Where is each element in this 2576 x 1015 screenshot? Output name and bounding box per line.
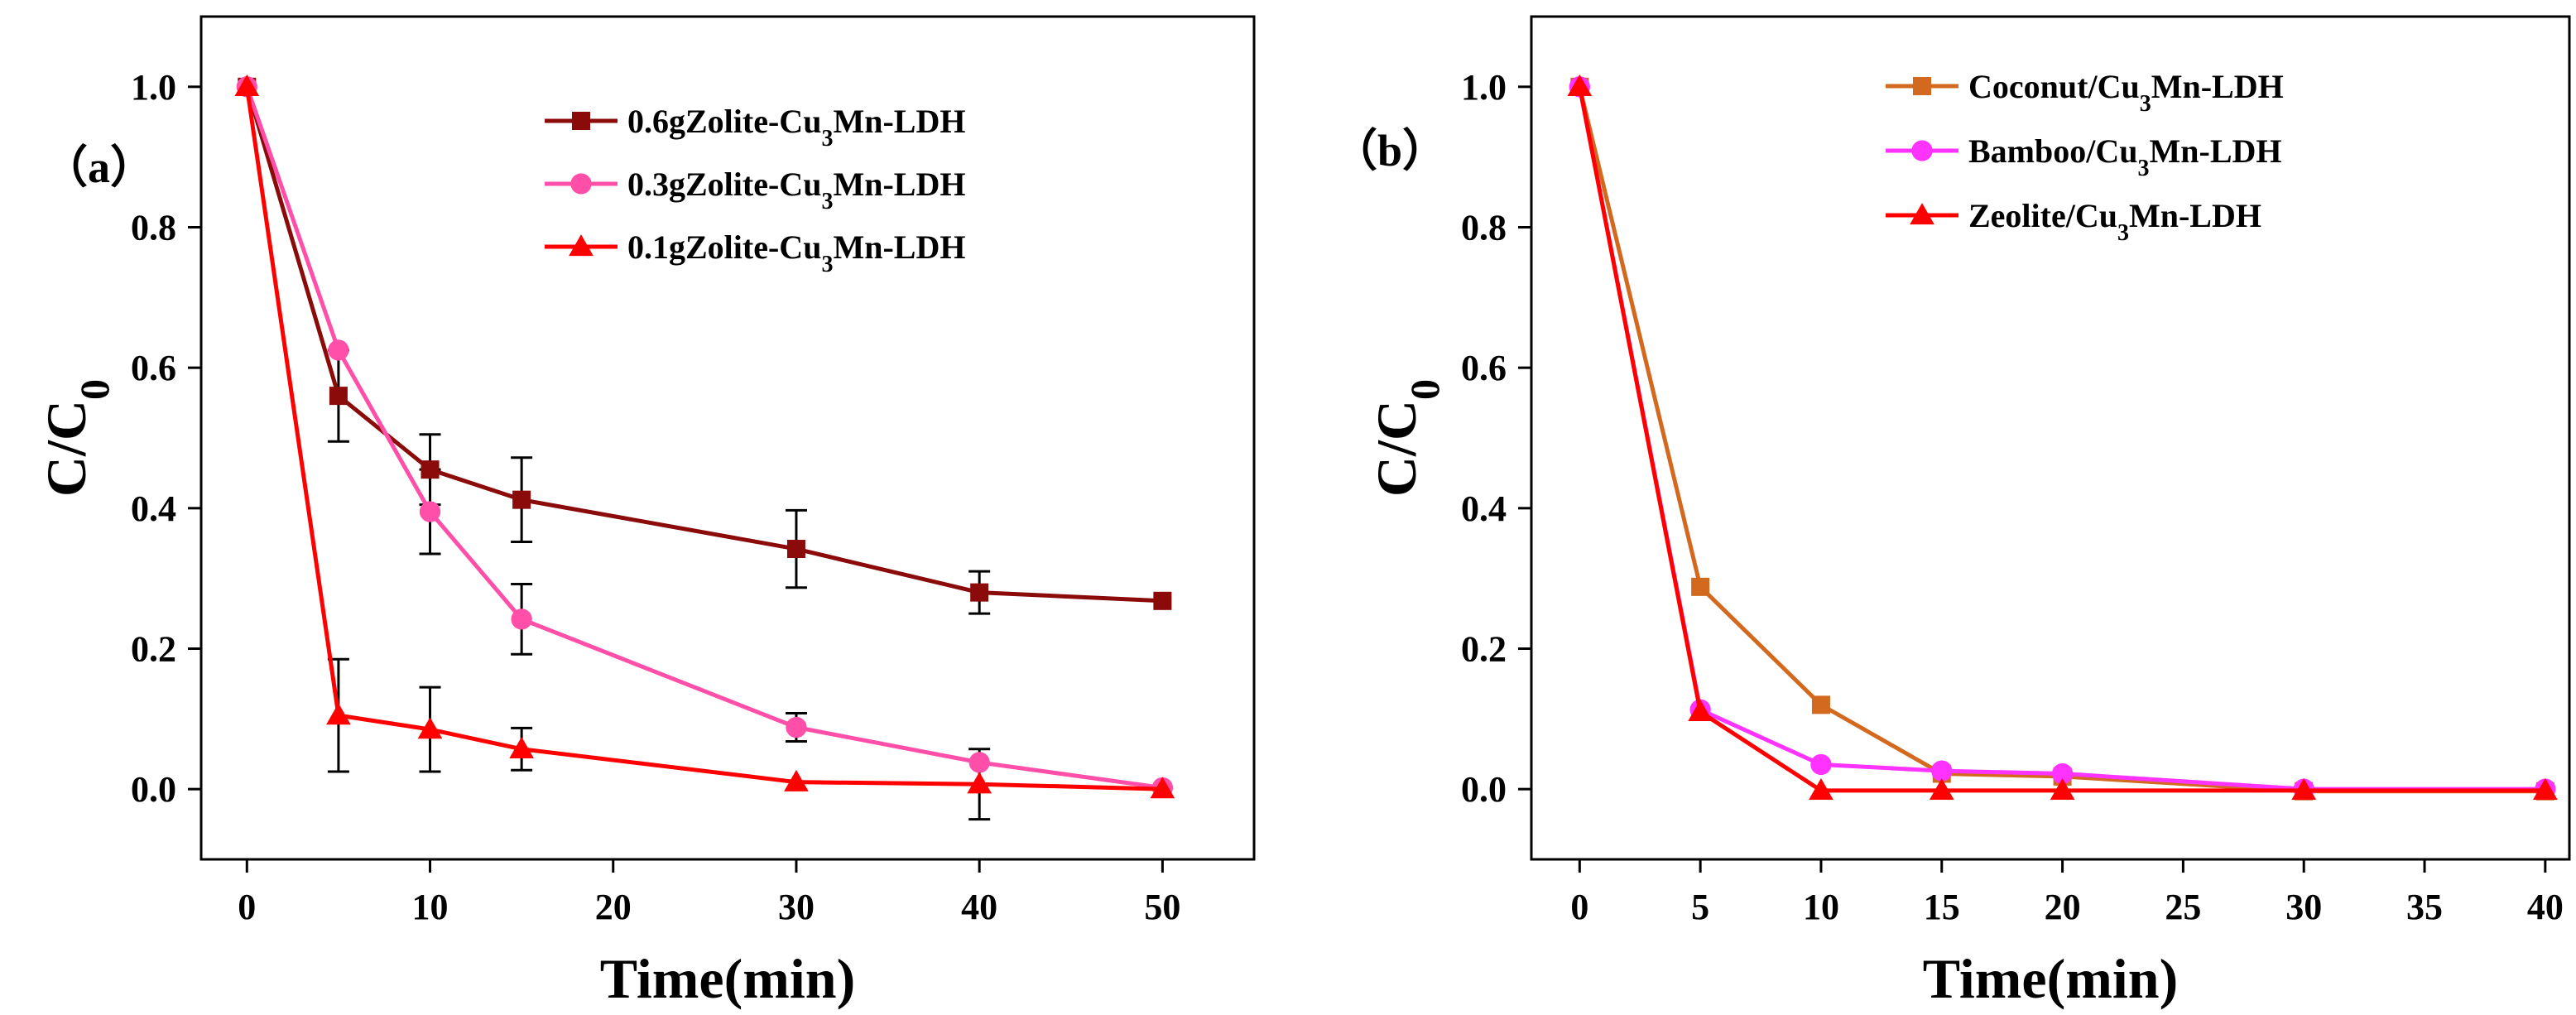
x-tick-label: 10 — [412, 887, 449, 927]
data-point — [786, 540, 805, 559]
data-point — [1567, 74, 1593, 96]
legend-marker — [1911, 140, 1933, 161]
legend-label: 0.3gZolite-Cu3Mn-LDH — [627, 166, 965, 214]
y-tick-label: 0.0 — [1461, 769, 1507, 810]
data-point — [2532, 778, 2558, 801]
data-point — [1150, 777, 1175, 799]
series-line-3 — [1577, 86, 2545, 793]
legend-label: 0.1gZolite-Cu3Mn-LDH — [627, 228, 965, 277]
data-point — [509, 736, 534, 758]
x-tick-label: 0 — [238, 887, 256, 927]
data-point — [1688, 700, 1713, 721]
data-point — [1691, 577, 1710, 596]
y-tick-label: 0.2 — [1461, 629, 1507, 670]
data-point — [967, 772, 992, 794]
x-tick-label: 35 — [2406, 887, 2443, 927]
y-tick-label: 0.8 — [1461, 208, 1507, 248]
x-tick-label: 30 — [778, 887, 815, 927]
data-point — [1931, 760, 1953, 782]
y-tick-label: 0.6 — [1461, 348, 1507, 388]
y-tick-label: 0.6 — [131, 348, 176, 388]
panel-label: （a） — [43, 142, 155, 192]
y-tick-label: 0.0 — [131, 769, 176, 810]
plot-frame — [199, 15, 1256, 861]
y-tick-label: 1.0 — [131, 67, 176, 108]
x-axis-title: Time(min) — [1923, 947, 2179, 1010]
data-point — [417, 717, 443, 739]
x-axis-title: Time(min) — [600, 947, 856, 1010]
x-tick-label: 50 — [1144, 887, 1180, 927]
x-tick-label: 20 — [2045, 887, 2081, 927]
legend-label: 0.6gZolite-Cu3Mn-LDH — [627, 103, 965, 152]
x-tick-label: 0 — [1570, 887, 1588, 927]
x-tick-label: 25 — [2165, 887, 2201, 927]
legend-marker — [569, 234, 594, 257]
x-tick-label: 30 — [2285, 887, 2322, 927]
series-line-2 — [1577, 86, 2545, 791]
x-tick-label: 40 — [961, 887, 997, 927]
series-line-1 — [244, 86, 1163, 604]
series-line-1 — [1577, 86, 2545, 794]
data-point — [511, 609, 532, 630]
legend-marker — [570, 173, 592, 195]
data-point — [234, 74, 260, 96]
x-tick-label: 5 — [1691, 887, 1709, 927]
y-axis-title: C/C0 — [1365, 379, 1448, 497]
legend-marker — [572, 112, 590, 130]
data-point — [2291, 778, 2317, 801]
y-tick-label: 0.4 — [131, 488, 176, 529]
data-point — [786, 716, 807, 738]
data-point — [419, 501, 441, 522]
panel-a-chart: 0 10 20 30 40 50 0.0 0.2 0.4 0.6 0.8 1.0 Time(min) C/… — [35, 15, 1256, 1010]
data-point — [421, 460, 440, 479]
legend-marker — [1913, 77, 1931, 95]
data-point — [968, 752, 990, 773]
y-tick-label: 0.2 — [131, 629, 176, 670]
data-point — [2050, 778, 2075, 801]
data-point — [784, 769, 809, 791]
data-point — [2051, 762, 2074, 785]
legend-marker — [1910, 203, 1934, 225]
data-point — [326, 703, 351, 725]
panel-b-chart: 0 5 10 15 20 25 30 35 40 0.0 0.2 0.4 0.6 0.8 1.0 Time(m… — [1333, 15, 2571, 1010]
data-point — [1153, 591, 1172, 610]
x-tick-label: 15 — [1924, 887, 1960, 927]
data-point — [1810, 753, 1832, 776]
x-tick-label: 20 — [595, 887, 632, 927]
legend-label: Bamboo/Cu3Mn-LDH — [1968, 132, 2282, 181]
data-point — [1809, 778, 1833, 801]
data-point — [329, 387, 348, 406]
panel-label: （b） — [1333, 126, 1447, 176]
y-tick-label: 0.4 — [1461, 488, 1507, 529]
legend-label: Coconut/Cu3Mn-LDH — [1968, 68, 2284, 117]
data-point — [970, 583, 989, 602]
data-point — [512, 490, 531, 509]
x-tick-label: 10 — [1803, 887, 1839, 927]
y-tick-label: 0.8 — [131, 208, 176, 248]
y-tick-label: 1.0 — [1461, 67, 1507, 108]
data-point — [1929, 778, 1954, 801]
x-tick-label: 40 — [2527, 887, 2564, 927]
legend-label: Zeolite/Cu3Mn-LDH — [1968, 197, 2261, 246]
plot-frame — [1530, 15, 2571, 861]
data-point — [328, 339, 349, 361]
data-point — [1811, 695, 1830, 714]
y-axis-title: C/C0 — [35, 379, 118, 497]
